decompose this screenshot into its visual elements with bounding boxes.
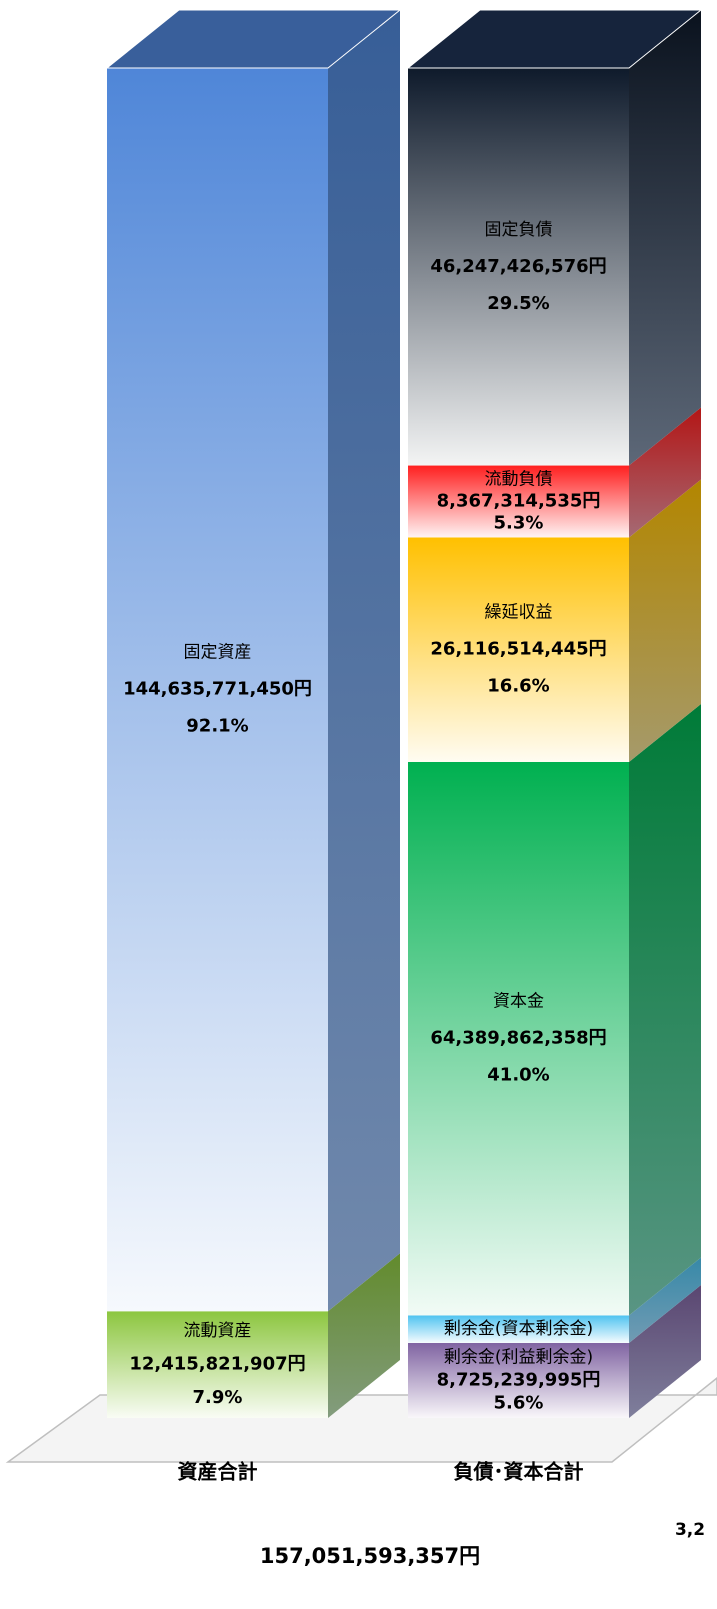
bar [408,465,629,538]
bar-side [328,1253,400,1418]
percent-label: 16.6% [487,676,549,697]
segment-name: 剰余金(利益剰余金) [444,1347,593,1367]
percent-label: 92.1% [186,716,248,737]
bar [107,68,328,1312]
total-label: 157,051,593,357円 [260,1544,480,1568]
percent-label: 29.5% [487,293,549,314]
bar [408,537,629,762]
cut-label: 3,2 [675,1520,705,1540]
segment-name: 資本金 [493,992,544,1012]
bar-side [328,10,400,1312]
bar-top [105,9,402,69]
value-label: 144,635,771,450円 [123,679,312,700]
segment-name: 流動負債 [485,470,553,490]
bar [408,68,629,466]
bar-side [629,703,701,1316]
segment-name: 繰延収益 [485,603,553,623]
bar [408,761,629,1316]
bar-side [629,1284,701,1418]
percent-label: 7.9% [193,1387,243,1408]
bar-side [629,407,701,538]
bar-side [629,479,701,762]
value-label: 46,247,426,576円 [430,256,606,277]
segment-name: 固定負債 [485,220,553,240]
value-label: 8,367,314,535円 [437,491,601,512]
bar [408,1315,629,1343]
value-label: 26,116,514,445円 [430,639,606,660]
segment-name: 流動資産 [184,1321,252,1341]
bar-top [406,9,703,69]
value-label: 8,725,239,995円 [437,1369,601,1390]
bar-side [629,10,701,466]
bar [408,1342,629,1418]
segment-name: 剰余金(資本剰余金) [444,1319,593,1339]
value-label: 64,389,862,358円 [430,1028,606,1049]
x-tick-label: 資産合計 [178,1460,258,1484]
segment-name: 固定資産 [184,643,252,663]
percent-label: 5.3% [494,512,544,533]
value-label: 12,415,821,907円 [129,1354,305,1375]
percent-label: 41.0% [487,1065,549,1086]
percent-label: 5.6% [494,1392,544,1413]
x-tick-label: 負債･資本合計 [454,1460,584,1484]
bar [107,1311,328,1418]
bar-side [629,1257,701,1343]
